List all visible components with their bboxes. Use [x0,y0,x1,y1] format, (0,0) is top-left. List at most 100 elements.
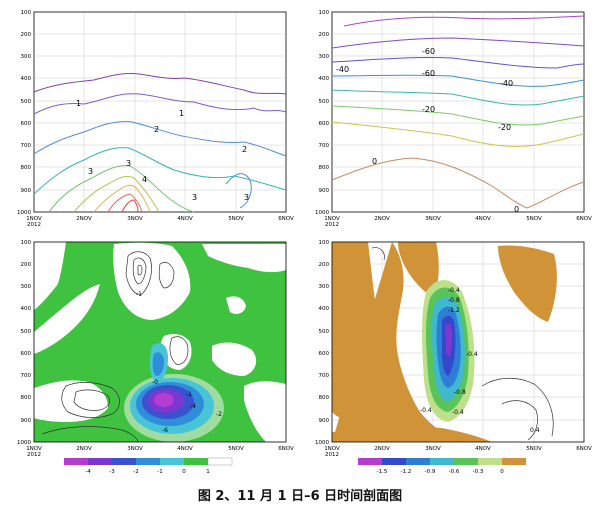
x-tick-label: 5NOV [526,216,542,222]
y-tick-label: 700 [21,373,32,379]
contour-labels: -60 -40 -60 -40 -20 -20 0 0 [336,47,519,214]
x-tick-label: 6NOV [278,446,294,452]
contour-line [331,121,585,147]
contour-line [33,147,287,195]
contour-label: -1 [136,291,142,298]
contour-line [33,93,287,115]
colorbar-label: -1.5 [377,469,388,475]
y-tick-label: 400 [319,306,330,312]
contour-label: -1 [186,391,192,398]
panel-d: -0.4 -0.8 -1.2 -0.4 -0.8 -0.4 -0.4 0.4 1… [302,236,592,482]
y-tick-label: 300 [319,54,330,60]
panel-c: -0 -1 -4 -6 -2 -1 100 200 300 400 500 60… [4,236,294,482]
orange-regions [332,242,557,442]
x-tick-label: 5NOV [228,216,244,222]
contour-label: 3 [126,159,131,168]
contour-label: -0.8 [454,389,466,396]
contour-label: 1 [76,99,81,108]
panel-b: -60 -40 -60 -40 -20 -20 0 0 100 200 300 … [302,4,592,232]
y-tick-label: 400 [21,306,32,312]
x-tick-label: 3NOV [425,216,441,222]
panel-b-svg: -60 -40 -60 -40 -20 -20 0 0 100 200 300 … [315,10,592,228]
y-tick-label: 1000 [315,440,329,446]
colorbar-label: -4 [85,469,91,475]
contour-line [33,121,287,157]
colorbar: -1.5 -1.2 -0.9 -0.6 -0.3 0 [358,458,526,475]
y-tick-label: 500 [21,329,32,335]
y-tick-label: 500 [319,329,330,335]
y-tick-label: 500 [21,99,32,105]
x-axis: 1NOV 2012 2NOV 3NOV 4NOV 5NOV 6NOV [26,446,294,458]
x-tick-label: 4NOV [475,446,491,452]
x-tick-label: 3NOV [127,446,143,452]
contour-label: 0.4 [530,427,540,434]
x-tick-label: 4NOV [177,446,193,452]
x-tick-label: 4NOV [177,216,193,222]
x-tick-label: 2NOV [374,216,390,222]
contour-label: 3 [244,193,249,202]
contour-line [225,173,252,209]
contour-label: -60 [422,69,435,78]
y-tick-label: 200 [21,32,32,38]
contour-label: -20 [422,105,435,114]
contour-line [121,199,139,213]
contour-line [331,74,585,87]
contour-label: 0 [372,157,377,166]
contour-label: -2 [216,411,222,418]
y-axis: 100 200 300 400 500 600 700 800 900 1000 [315,10,329,216]
x-tick-label: 1NOV 2012 [324,216,340,228]
contour-line [48,165,195,213]
panel-a: 1 1 2 2 3 3 4 3 3 100 200 300 400 500 60… [4,4,294,232]
y-tick-label: 100 [21,240,32,246]
contour-labels: -0.4 -0.8 -1.2 -0.4 -0.8 -0.4 -0.4 0.4 [420,287,540,434]
colorbar-label: -1.2 [401,469,412,475]
divergence-core [422,280,475,422]
contour-line [331,89,585,106]
y-tick-label: 500 [319,99,330,105]
y-tick-label: 400 [319,76,330,82]
x-tick-label: 3NOV [127,216,143,222]
y-tick-label: 800 [319,165,330,171]
x-axis: 1NOV 2012 2NOV 3NOV 4NOV 5NOV 6NOV [26,216,294,228]
contour-label: -0.4 [466,351,478,358]
contour-label: -1.2 [448,307,460,314]
contour-label: -60 [422,47,435,56]
colorbar-label: -0.6 [449,469,460,475]
colorbar-label: -2 [133,469,138,475]
contour-line [93,184,151,213]
y-tick-label: 900 [21,418,32,424]
figure-caption: 图 2、11 月 1 日–6 日时间剖面图 [197,489,403,504]
y-tick-label: 200 [21,262,32,268]
contour-label: 0 [514,205,519,214]
y-tick-label: 900 [319,418,330,424]
contour-line [331,157,585,209]
contour-label: -0.4 [420,407,432,414]
y-tick-label: 800 [319,395,330,401]
contour-label: -4 [190,403,196,410]
x-tick-label: 1NOV 2012 [26,216,42,228]
y-tick-label: 600 [319,121,330,127]
y-axis: 100 200 300 400 500 600 700 800 900 1000 [17,240,31,446]
colorbar-label: -0.3 [473,469,484,475]
white-regions [34,242,286,442]
contour-label: 4 [142,175,147,184]
y-tick-label: 1000 [315,210,329,216]
x-tick-label: 1NOV 2012 [26,446,42,458]
y-tick-label: 300 [319,284,330,290]
colorbar-label: -0.9 [425,469,436,475]
y-tick-label: 800 [21,165,32,171]
panel-c-svg: -0 -1 -4 -6 -2 -1 100 200 300 400 500 60… [17,240,294,475]
y-tick-label: 700 [319,143,330,149]
x-axis: 1NOV 2012 2NOV 3NOV 4NOV 5NOV 6NOV [324,446,592,458]
y-tick-label: 200 [319,32,330,38]
contour-line [73,175,160,213]
panel-d-svg: -0.4 -0.8 -1.2 -0.4 -0.8 -0.4 -0.4 0.4 1… [315,240,592,475]
colorbar-label: 0 [182,469,186,475]
frame [331,241,585,443]
y-tick-label: 400 [21,76,32,82]
x-tick-label: 6NOV [278,216,294,222]
y-tick-label: 1000 [17,440,31,446]
x-tick-label: 3NOV [425,446,441,452]
y-tick-label: 600 [21,351,32,357]
colorbar-label: -1 [157,469,162,475]
